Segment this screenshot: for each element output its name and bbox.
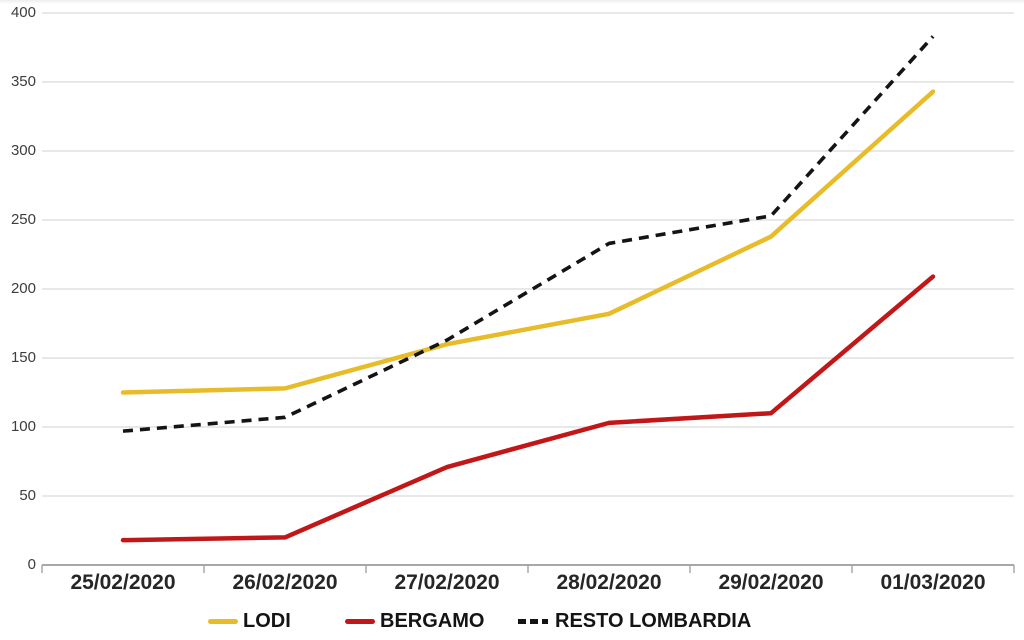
lodi-line-swatch-icon (208, 618, 238, 624)
legend-label-lodi: LODI (243, 609, 291, 632)
series-line-resto-lombardia (122, 35, 935, 433)
y-tick-label-250: 250 (10, 211, 36, 228)
y-tick-label-0: 0 (27, 556, 36, 573)
x-tick-label-25-02-2020: 25/02/2020 (70, 571, 176, 594)
series-line-bergamo (120, 274, 936, 543)
clipped-title-remnant (0, 0, 1024, 4)
y-tick-label-350: 350 (10, 73, 36, 90)
x-tick-label-27-02-2020: 27/02/2020 (394, 571, 500, 594)
legend-label-resto-lombardia: RESTO LOMBARDIA (555, 609, 752, 632)
legend-item-bergamo: BERGAMO (345, 608, 484, 634)
y-tick-label-150: 150 (10, 349, 36, 366)
y-tick-label-200: 200 (10, 280, 36, 297)
legend-item-resto-lombardia: RESTO LOMBARDIA (518, 608, 751, 634)
x-tick-label-28-02-2020: 28/02/2020 (556, 571, 662, 594)
y-tick-label-300: 300 (10, 142, 36, 159)
x-tick-label-01-03-2020: 01/03/2020 (880, 571, 986, 594)
y-tick-label-100: 100 (10, 418, 36, 435)
x-tick-label-29-02-2020: 29/02/2020 (718, 571, 824, 594)
legend-label-bergamo: BERGAMO (380, 609, 485, 632)
legend-item-lodi: LODI (208, 608, 291, 634)
series-line-lodi (120, 89, 936, 395)
y-tick-label-50: 50 (19, 487, 36, 504)
x-tick-label-26-02-2020: 26/02/2020 (232, 571, 338, 594)
resto-lombardia-dashed-swatch-icon (518, 618, 548, 624)
y-tick-label-400: 400 (10, 4, 36, 21)
bergamo-line-swatch-icon (345, 618, 375, 624)
